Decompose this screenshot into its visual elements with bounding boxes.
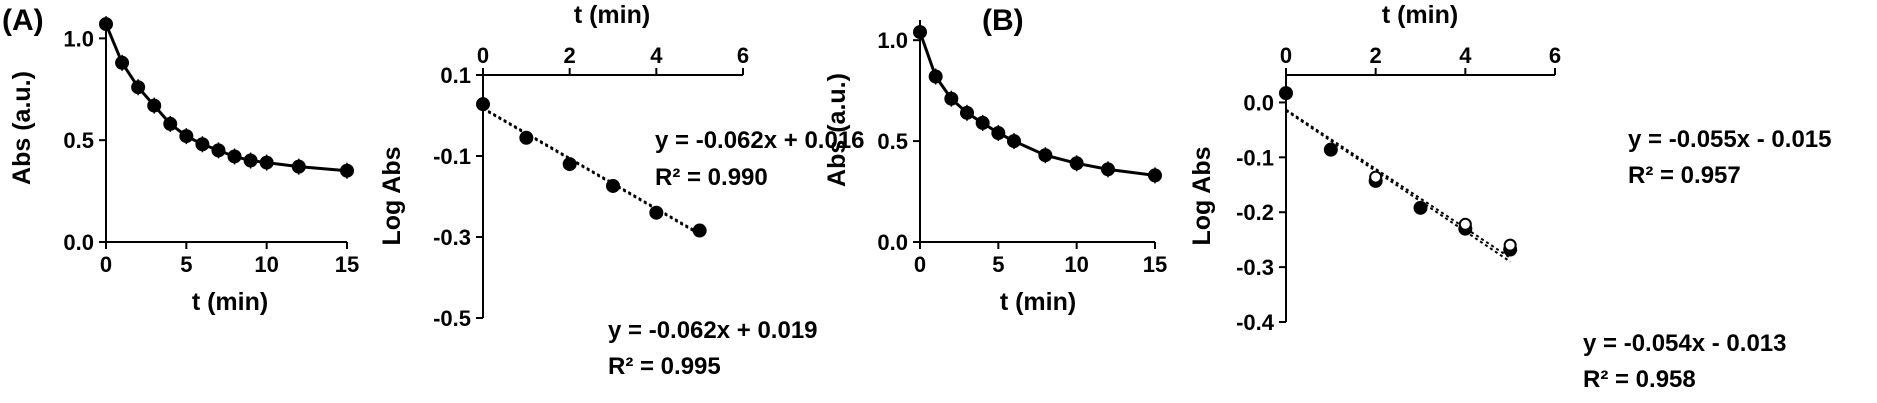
y-axis-title: Log Abs (378, 146, 406, 245)
chart-a-log-absorbance: 0 2 4 6 -0.5 -0.3 -0.1 0.1 t (min) Log Abs (378, 1, 749, 331)
x-axis-title: t (min) (192, 288, 268, 316)
x-tick-label: 5 (180, 252, 192, 277)
equation-a-lower: y = -0.062x + 0.019 (608, 317, 818, 344)
data-point (975, 115, 990, 130)
panel-label-b: (B) (982, 4, 1024, 37)
data-point (519, 130, 534, 145)
data-point (1503, 238, 1517, 252)
trendline-1 (1285, 109, 1511, 263)
y-tick-label: 1.0 (877, 28, 908, 53)
x-tick-label: 4 (650, 43, 663, 68)
r2-a-upper: R² = 0.990 (655, 164, 768, 191)
data-point (227, 149, 242, 164)
data-point (1279, 86, 1293, 101)
r2-b-upper: R² = 0.957 (1628, 162, 1741, 189)
y-tick-label: 0.0 (1243, 90, 1274, 115)
equation-a-upper: y = -0.062x + 0.016 (655, 127, 865, 154)
x-tick-label: 0 (914, 252, 926, 277)
data-point (1458, 217, 1472, 231)
data-point (259, 155, 274, 170)
x-tick-label: 6 (737, 43, 749, 68)
data-point (1148, 168, 1162, 183)
y-axis-title: Log Abs (1188, 146, 1216, 245)
y-tick-label: -0.3 (1236, 255, 1274, 280)
data-point (649, 205, 664, 220)
data-point (1323, 142, 1338, 157)
data-point (195, 137, 210, 152)
y-axis-title: Abs (a.u.) (8, 71, 36, 185)
data-point (562, 157, 577, 172)
equation-b-upper: y = -0.055x - 0.015 (1628, 126, 1831, 153)
y-tick-label: -0.1 (1236, 145, 1274, 170)
equation-b-lower: y = -0.054x - 0.013 (1583, 330, 1786, 357)
chart-b-absorbance: 0 5 10 15 0.0 0.5 1.0 t (min) Abs (a.u.) (823, 20, 1167, 316)
data-point (99, 17, 113, 32)
data-point (1038, 148, 1053, 163)
x-tick-label: 15 (1143, 252, 1167, 277)
data-point (131, 80, 146, 95)
data-point (476, 97, 490, 112)
x-tick-label: 4 (1459, 43, 1472, 68)
x-tick-label: 10 (1064, 252, 1088, 277)
x-tick-label: 6 (1549, 43, 1561, 68)
data-point (179, 129, 194, 144)
data-point (115, 55, 130, 70)
data-point (1007, 134, 1021, 149)
data-point (147, 98, 162, 113)
y-tick-label: -0.5 (433, 306, 471, 331)
y-tick-label: 0.5 (877, 129, 908, 154)
panel-label-a: (A) (2, 4, 44, 37)
chart-a-absorbance: 0 5 10 15 0.0 0.5 1.0 t (min) Abs (a.u.) (8, 16, 359, 316)
x-tick-label: 5 (992, 252, 1004, 277)
x-tick-label: 0 (1280, 43, 1292, 68)
y-tick-label: -0.4 (1236, 310, 1275, 335)
data-point (340, 163, 354, 178)
data-point (913, 25, 927, 40)
chart-b-log-absorbance: 0 2 4 6 -0.4 -0.3 -0.2 -0.1 0.0 t (min) Log Abs (1188, 1, 1561, 335)
data-point (163, 116, 178, 131)
data-point (960, 105, 974, 120)
x-axis-title: t (min) (574, 1, 650, 29)
x-tick-label: 2 (564, 43, 576, 68)
y-tick-label: -0.2 (1236, 200, 1274, 225)
data-point (944, 91, 959, 106)
trendline-2 (1285, 108, 1511, 259)
x-tick-label: 2 (1370, 43, 1382, 68)
r2-a-lower: R² = 0.995 (608, 353, 721, 380)
r2-b-lower: R² = 0.958 (1583, 366, 1696, 393)
x-tick-label: 15 (335, 252, 359, 277)
data-point (692, 223, 707, 238)
y-tick-label: -0.3 (433, 225, 471, 250)
y-tick-label: 0.5 (63, 128, 94, 153)
x-tick-label: 0 (100, 252, 112, 277)
data-point (243, 153, 258, 168)
y-tick-label: 0.1 (440, 63, 471, 88)
x-tick-label: 0 (477, 43, 489, 68)
y-axis-title: Abs (a.u.) (823, 73, 851, 187)
data-point (991, 126, 1006, 141)
data-point (211, 143, 226, 158)
y-tick-label: 1.0 (63, 26, 94, 51)
data-point (1369, 170, 1383, 184)
series-line (104, 23, 348, 173)
data-point (291, 159, 306, 174)
x-axis-title: t (min) (1000, 288, 1076, 316)
data-point (606, 178, 620, 193)
y-tick-label: 0.0 (877, 230, 908, 255)
y-tick-label: 0.0 (63, 230, 94, 255)
data-point (928, 69, 943, 84)
x-tick-label: 10 (254, 252, 278, 277)
x-axis-title: t (min) (1382, 1, 1458, 29)
data-point (1069, 156, 1084, 171)
data-point (1101, 162, 1115, 177)
data-point (1413, 200, 1428, 215)
y-tick-label: -0.1 (433, 144, 471, 169)
